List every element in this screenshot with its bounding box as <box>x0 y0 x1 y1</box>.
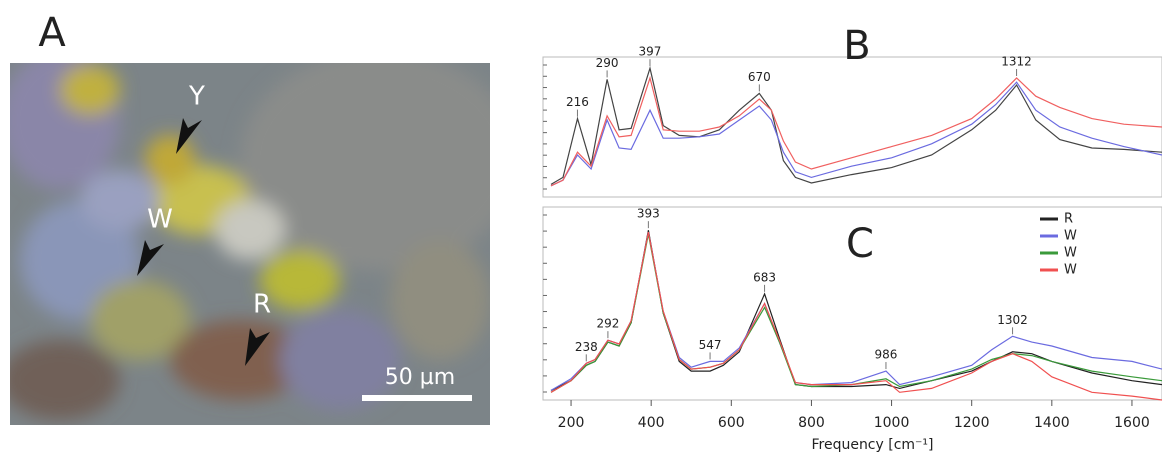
plot-frame <box>542 206 1162 401</box>
x-tick-label: 1600 <box>1114 415 1150 431</box>
marker-label: Y <box>188 82 205 112</box>
legend-label: W <box>1064 263 1077 278</box>
legend-label: W <box>1064 246 1077 261</box>
peak-label: 290 <box>596 56 619 70</box>
peak-label: 292 <box>596 317 619 331</box>
x-tick-label: 600 <box>718 415 745 431</box>
marker-label: R <box>253 290 271 320</box>
marker-label: W <box>147 205 173 235</box>
spectrum-line <box>550 233 1162 393</box>
x-tick-label: 800 <box>798 415 825 431</box>
panel-label: B <box>843 23 870 69</box>
legend-label: W <box>1064 229 1077 244</box>
x-tick-label: 1200 <box>954 415 990 431</box>
peak-label: 683 <box>753 270 776 284</box>
x-tick-label: 400 <box>638 415 665 431</box>
spectrum-line <box>550 81 1162 187</box>
legend-label: R <box>1064 212 1073 227</box>
panel-label: A <box>38 10 66 56</box>
plot-frame <box>542 56 1162 198</box>
spectrum-line <box>550 231 1162 401</box>
peak-label: 1312 <box>1001 55 1032 69</box>
peak-label: 393 <box>637 207 660 221</box>
peak-label: 238 <box>575 340 598 354</box>
micrograph <box>10 63 490 425</box>
x-tick-label: 1400 <box>1034 415 1070 431</box>
spectrum-line <box>550 75 1162 187</box>
peak-label: 397 <box>639 45 662 59</box>
peak-label: 986 <box>875 348 898 362</box>
peak-label: 216 <box>566 95 589 109</box>
scale-bar-label: 50 µm <box>385 365 455 390</box>
peak-label: 670 <box>748 70 771 84</box>
peak-label: 1302 <box>997 313 1028 327</box>
panel-label: C <box>846 221 874 267</box>
x-tick-label: 200 <box>558 415 585 431</box>
peak-label: 547 <box>699 338 722 352</box>
x-axis-label: Frequency [cm⁻¹] <box>811 437 933 453</box>
x-tick-label: 1000 <box>874 415 910 431</box>
